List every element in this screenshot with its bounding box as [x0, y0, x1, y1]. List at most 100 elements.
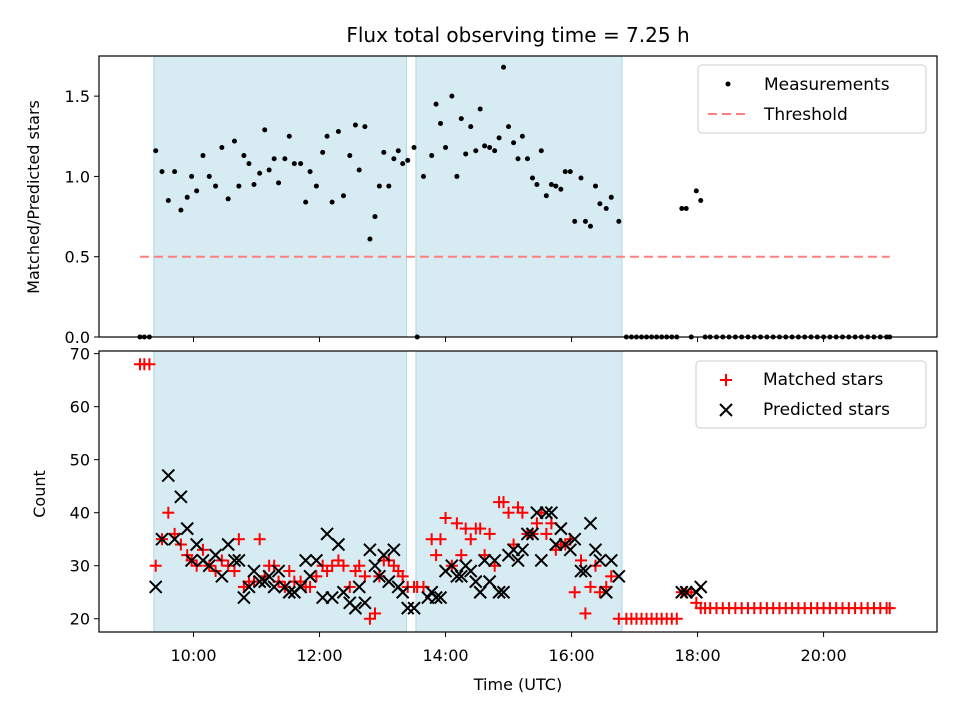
predicted-star-point [593, 553, 607, 568]
matched-star-point [474, 522, 487, 535]
predicted-star-point [161, 468, 176, 483]
measurement-point [572, 218, 578, 224]
matched-star-point [502, 506, 515, 519]
matched-star-point [337, 559, 350, 572]
measurement-point [438, 120, 444, 126]
matched-star-point [396, 570, 409, 583]
predicted-star-point [407, 601, 421, 615]
measurement-point [352, 122, 358, 128]
predicted-star-point [282, 585, 296, 599]
predicted-star-point [368, 559, 382, 573]
matched-star-point [450, 517, 463, 530]
measurement-point [356, 167, 362, 173]
legend-matched-marker [720, 374, 732, 386]
measurement-point [194, 188, 200, 194]
legend-measurements-marker [725, 81, 731, 87]
measurement-point [548, 181, 554, 187]
measurement-point [376, 183, 382, 189]
measurement-point [340, 193, 346, 199]
top-legend: Measurements Threshold [697, 64, 927, 134]
measurement-point [603, 206, 609, 212]
measurement-point [420, 173, 426, 179]
measurement-point [553, 183, 559, 189]
matched-star-point [353, 559, 366, 572]
y-tick-label: 0.0 [65, 328, 90, 347]
y-tick-label: 70 [70, 345, 90, 364]
measurement-point [324, 133, 330, 139]
predicted-star-point [496, 585, 511, 599]
matched-star-point [593, 586, 606, 599]
measurement-point [582, 218, 588, 224]
measurement-point [225, 196, 231, 202]
predicted-star-point [429, 590, 443, 605]
measurement-point [587, 223, 593, 229]
matched-star-point [283, 565, 296, 578]
matched-star-point [358, 570, 371, 583]
measurement-point [433, 101, 439, 107]
matched-star-point [321, 565, 334, 578]
measurement-point [347, 153, 353, 159]
measurement-point [487, 145, 493, 151]
predicted-star-point [445, 559, 459, 573]
predicted-star-point [583, 516, 598, 531]
predicted-star-point [271, 564, 286, 578]
predicted-star-point [202, 559, 216, 573]
matched-star-point [670, 612, 683, 625]
predicted-star-point [325, 590, 339, 605]
matched-star-point [363, 612, 376, 625]
measurement-point [307, 169, 313, 175]
matched-star-point [310, 570, 323, 583]
legend-threshold-label: Threshold [763, 105, 848, 125]
legend-predicted-label: Predicted stars [763, 400, 890, 420]
shaded-interval [153, 55, 407, 338]
predicted-star-point [293, 580, 308, 594]
matched-star-point [584, 580, 597, 593]
top-y-ticks: 0.0 0.5 1.0 1.5 [65, 87, 99, 347]
measurement-point [683, 206, 689, 212]
measurement-point [529, 175, 535, 181]
matched-star-point [162, 506, 175, 519]
predicted-star-point [208, 548, 223, 562]
predicted-star-point [578, 564, 593, 578]
matched-star-point [568, 586, 581, 599]
measurement-point [189, 173, 195, 179]
matched-star-point [430, 549, 443, 562]
predicted-star-point [320, 527, 334, 541]
matched-star-point [228, 565, 241, 578]
measurement-point [372, 214, 378, 220]
measurement-point [693, 188, 699, 194]
measurement-point [578, 175, 584, 181]
predicted-star-point [148, 580, 163, 594]
measurement-point [206, 173, 212, 179]
matched-star-point [497, 496, 510, 509]
measurement-point [454, 173, 460, 179]
measurement-point [298, 161, 304, 167]
measurement-point [291, 161, 297, 167]
predicted-star-point [358, 596, 372, 610]
predicted-star-point [515, 543, 530, 557]
bottom-shaded-intervals [153, 350, 623, 633]
predicted-star-point [679, 585, 693, 599]
predicted-star-point [539, 506, 554, 520]
predicted-star-point [372, 569, 387, 584]
predicted-star-point [189, 537, 204, 552]
predicted-star-point [237, 590, 251, 605]
measurement-point [153, 148, 159, 154]
measurement-point [449, 93, 455, 99]
measurement-point [367, 236, 373, 242]
measurement-point [411, 145, 417, 151]
x-axis-label: Time (UTC) [473, 675, 562, 694]
measurement-point [463, 151, 469, 157]
measurement-point [313, 183, 319, 189]
top-legend-box [697, 64, 927, 134]
matched-star-point [368, 607, 381, 620]
matched-star-point [575, 554, 588, 567]
predicted-stars-points [148, 468, 708, 615]
predicted-star-point [395, 585, 410, 599]
predicted-star-point [155, 532, 169, 546]
legend-measurements-label: Measurements [764, 75, 890, 95]
measurement-point [492, 148, 498, 154]
measurement-point [286, 133, 292, 139]
y-tick-label: 40 [70, 504, 90, 523]
predicted-star-point [492, 585, 506, 599]
